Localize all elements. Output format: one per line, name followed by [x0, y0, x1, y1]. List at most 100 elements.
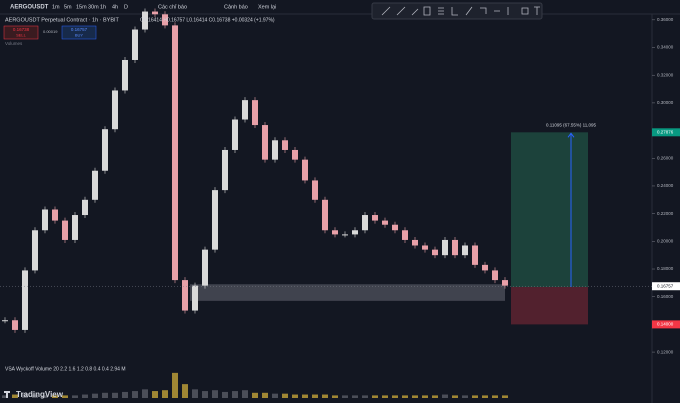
- candle: [22, 270, 28, 330]
- volume-bar: [182, 384, 188, 398]
- buy-price: 0.16757: [71, 27, 88, 32]
- y-tick-label: 0.16000: [657, 294, 674, 299]
- volume-bar: [492, 395, 498, 398]
- volume-bar: [62, 395, 68, 398]
- volumes-legend: Volumes: [5, 41, 23, 46]
- candle: [222, 149, 228, 191]
- candle: [142, 11, 148, 30]
- candle: [12, 320, 18, 330]
- volume-bar: [192, 389, 198, 398]
- candle: [492, 270, 498, 281]
- volume-bar: [412, 395, 418, 398]
- volume-bar: [172, 372, 178, 398]
- candle: [102, 129, 108, 171]
- candle: [252, 100, 258, 126]
- candle: [202, 249, 208, 286]
- volume-bar: [122, 391, 128, 398]
- volume-bar: [2, 395, 8, 398]
- volume-bar: [392, 395, 398, 398]
- legend-ohlc: O0.16414 H0.16757 L0.16414 C0.16738 +0.0…: [140, 17, 275, 23]
- y-tick-label: 0.12000: [657, 349, 674, 354]
- candle: [332, 230, 338, 235]
- arrow-head: [567, 132, 575, 138]
- volume-bar: [252, 392, 258, 398]
- volume-bar: [82, 394, 88, 398]
- volume-bar: [72, 395, 78, 398]
- volume-bar: [272, 393, 278, 398]
- candle: [2, 320, 8, 322]
- volume-bar: [422, 395, 428, 398]
- volume-bar: [332, 395, 338, 398]
- candle: [442, 239, 448, 256]
- indicators[interactable]: Các chỉ báo: [158, 3, 187, 10]
- volume-bar: [432, 395, 438, 398]
- volume-bar: [502, 395, 508, 398]
- volume-bar: [132, 391, 138, 398]
- drawing-toolbar: [371, 2, 543, 20]
- volume-bar: [472, 395, 478, 398]
- y-tick-label: 0.24000: [657, 183, 674, 188]
- volume-bar: [32, 394, 38, 398]
- drawing-icons[interactable]: [381, 6, 540, 16]
- candle: [462, 245, 468, 256]
- volume-bar: [102, 392, 108, 398]
- y-tick-label: 0.36000: [657, 17, 674, 22]
- volume-bar: [292, 394, 298, 398]
- y-tick-label: 0.32000: [657, 72, 674, 77]
- candle: [502, 280, 508, 286]
- candle: [182, 280, 188, 311]
- candle: [342, 234, 348, 236]
- volume-bar: [142, 389, 148, 398]
- volume-bar: [262, 392, 268, 398]
- y-tick-label: 0.26000: [657, 155, 674, 160]
- candle: [382, 220, 388, 225]
- sell-price: 0.16738: [13, 27, 30, 32]
- stop-price-box: [652, 320, 680, 329]
- volume-bar: [232, 391, 238, 398]
- candle: [422, 245, 428, 250]
- volume-bar: [162, 390, 168, 398]
- alerts[interactable]: Cảnh báo: [224, 4, 248, 10]
- candle: [482, 264, 488, 271]
- stop-price-label: 0.14000: [657, 322, 674, 327]
- volume-bar: [42, 395, 48, 398]
- volume-bar: [372, 395, 378, 398]
- candle: [432, 249, 438, 256]
- replay[interactable]: Xem lại: [258, 4, 276, 10]
- candle: [362, 215, 368, 231]
- volume-bar: [312, 394, 318, 398]
- volume-bar: [402, 395, 408, 398]
- candle: [132, 29, 138, 60]
- interval[interactable]: 15m: [76, 4, 87, 10]
- candle: [72, 215, 78, 240]
- volume-bar: [212, 390, 218, 398]
- candle: [392, 224, 398, 231]
- interval[interactable]: D: [124, 4, 128, 10]
- spread: 0.00019: [43, 29, 58, 34]
- sell-button[interactable]: [3, 25, 39, 40]
- interval[interactable]: 1h: [100, 4, 106, 10]
- candle: [152, 11, 158, 15]
- volume-bar: [22, 393, 28, 398]
- buy-button[interactable]: [61, 25, 97, 40]
- candle: [82, 199, 88, 216]
- candle: [302, 159, 308, 181]
- volume-bar: [362, 395, 368, 398]
- candle: [282, 140, 288, 150]
- volume-bar: [282, 393, 288, 398]
- symbol[interactable]: AERGOUSDT: [10, 5, 49, 11]
- interval[interactable]: 30m: [88, 4, 99, 10]
- volume-bar: [382, 395, 388, 398]
- vsa-legend: VSA Wyckoff Volume 20 2.2 1.6 1.2 0.8 0.…: [5, 366, 126, 372]
- volume-bar: [452, 395, 458, 398]
- candle: [62, 220, 68, 240]
- brand-logo: [4, 391, 10, 398]
- volume-bar: [352, 395, 358, 398]
- candle: [352, 230, 358, 235]
- volume-bar: [12, 394, 18, 398]
- interval[interactable]: 1m: [52, 4, 60, 10]
- interval[interactable]: 5m: [64, 4, 72, 10]
- interval[interactable]: 4h: [112, 4, 118, 10]
- sell-label: SELL: [16, 33, 27, 38]
